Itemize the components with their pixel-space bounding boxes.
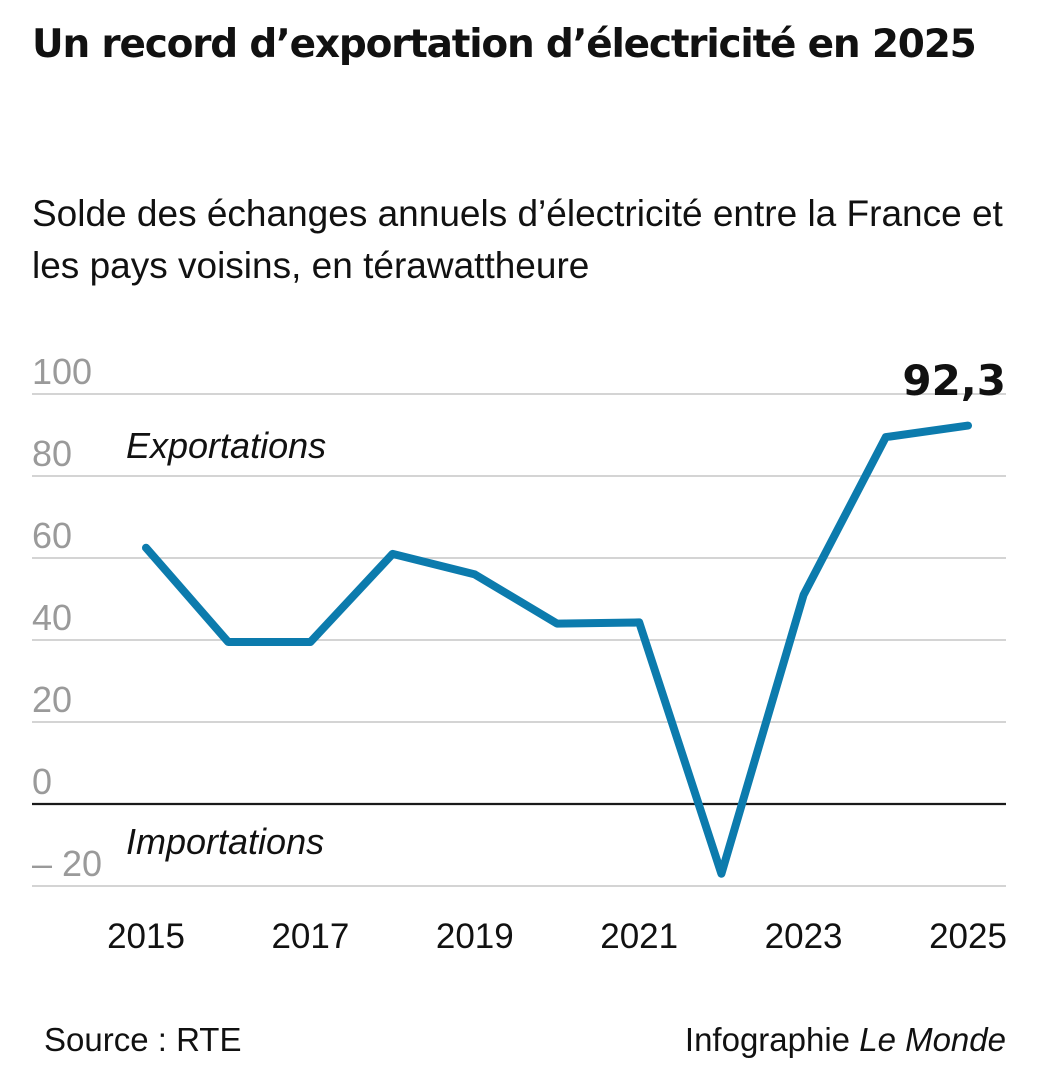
y-tick-label: 80: [32, 433, 72, 474]
y-tick-label: 40: [32, 597, 72, 638]
grid-lines: [32, 393, 1006, 887]
credit-prefix: Infographie: [684, 1021, 860, 1058]
source-note: Source : RTE: [44, 1021, 242, 1058]
imports-annotation: Importations: [126, 821, 324, 862]
series-line: [142, 421, 972, 878]
chart-subtitle: Solde des échanges annuels d’électricité…: [32, 188, 1032, 292]
y-tick-label: 0: [32, 761, 52, 802]
series: [142, 421, 972, 878]
x-tick-label: 2015: [107, 917, 185, 956]
y-tick-label: – 20: [32, 843, 102, 884]
x-tick-label: 2021: [600, 917, 678, 956]
exports-annotation: Exportations: [126, 425, 326, 466]
subtitle-unit: , en térawattheure: [291, 245, 590, 286]
last-value-label: 92,3: [902, 356, 1006, 405]
x-tick-label: 2023: [765, 917, 843, 956]
x-tick-label: 2019: [436, 917, 514, 956]
y-axis-ticks: 100 80 60 40 20 0 – 20: [32, 351, 102, 884]
line-chart: 100 80 60 40 20 0 – 20 2015 2017 2019 2021 2023 202…: [32, 351, 1007, 956]
x-tick-label: 2017: [271, 917, 349, 956]
subtitle-main: Solde des échanges annuels d’électricité…: [32, 193, 1003, 286]
y-tick-label: 60: [32, 515, 72, 556]
y-tick-label: 20: [32, 679, 72, 720]
annotations: Exportations Importations 92,3: [126, 356, 1006, 862]
x-axis-ticks: 2015 2017 2019 2021 2023 2025: [107, 917, 1007, 956]
credit-note: Infographie Le Monde: [685, 1018, 1006, 1062]
chart-title: Un record d’exportation d’électricité en…: [32, 22, 977, 67]
y-tick-label: 100: [32, 351, 92, 392]
x-tick-label: 2025: [929, 917, 1007, 956]
credit-brand: Le Monde: [859, 1021, 1006, 1058]
